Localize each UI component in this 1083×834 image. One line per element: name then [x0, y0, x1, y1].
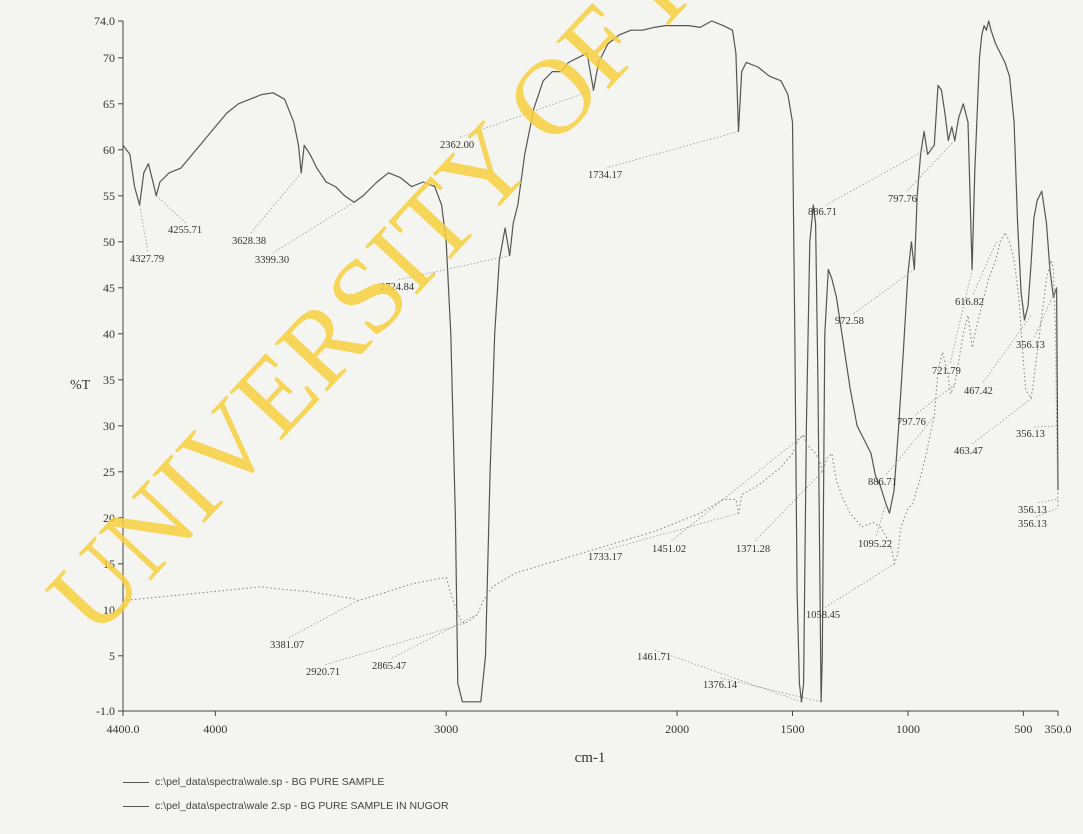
x-tick-label: 3000: [434, 722, 458, 736]
annotation-leader: [825, 144, 935, 206]
y-tick-label: 25: [103, 465, 115, 479]
annotation-leader: [323, 623, 465, 666]
annotation-leader: [914, 384, 955, 416]
peak-label: 2865.47: [372, 661, 406, 672]
annotation-leader: [287, 600, 359, 639]
y-tick-label: 30: [103, 419, 115, 433]
peak-label: 356.13: [1016, 429, 1045, 440]
legend-label-2: c:\pel_data\spectra\wale 2.sp - BG PURE …: [155, 800, 449, 812]
peak-label: 3399.30: [255, 255, 289, 266]
annotation-leader: [397, 255, 510, 281]
peak-label: 2724.84: [380, 282, 415, 293]
peak-label: 4327.79: [130, 254, 164, 265]
series-line-2: [122, 232, 1059, 625]
y-tick-label: 74.0: [94, 14, 115, 28]
peak-label: 1376.14: [703, 680, 738, 691]
watermark: UNIVERSITY OF IB: [26, 0, 757, 656]
legend-label-1: c:\pel_data\spectra\wale.sp - BG PURE SA…: [155, 776, 385, 788]
annotation-leader: [972, 241, 997, 296]
peak-label: 3381.07: [270, 640, 304, 651]
peak-label: 1371.28: [736, 544, 770, 555]
peak-label: 2362.00: [440, 140, 474, 151]
y-tick-label: 45: [103, 281, 115, 295]
peak-label: 3628.38: [232, 236, 266, 247]
annotation-leader: [605, 131, 739, 169]
series-line-1: [122, 20, 1059, 703]
y-tick-label: 50: [103, 235, 115, 249]
x-tick-label: 4400.0: [107, 722, 140, 736]
peak-label: 1733.17: [588, 552, 622, 563]
y-tick-label: 35: [103, 373, 115, 387]
x-tick-label: 2000: [665, 722, 689, 736]
annotation-leader: [1033, 287, 1057, 339]
annotation-leader: [654, 649, 802, 703]
annotation-leader: [156, 195, 187, 224]
x-tick-label: 1500: [781, 722, 805, 736]
annotation-leader: [875, 503, 887, 538]
y-tick-label: 15: [103, 557, 115, 571]
annotation-leader: [949, 269, 973, 365]
x-tick-label: 350.0: [1045, 722, 1072, 736]
legend-swatch-2: [123, 805, 149, 807]
annotation-leader: [1035, 499, 1057, 504]
series-layer: [122, 20, 1059, 703]
axes: 74.0 70 65 60 55 50 45 40 35 30 25 20 15 10 5 -1.0 4400.…: [94, 14, 1072, 736]
annotation-leader: [823, 563, 895, 609]
peak-label: 4255.71: [168, 225, 202, 236]
peak-label: 2920.71: [306, 667, 340, 678]
legend-swatch-1: [123, 781, 149, 783]
y-tick-label: 60: [103, 143, 115, 157]
annotation-leader: [249, 172, 302, 235]
y-tick-label: 55: [103, 189, 115, 203]
x-tick-label: 1000: [896, 722, 920, 736]
y-tick-label: 5: [109, 649, 115, 663]
peak-label: 356.13: [1016, 340, 1045, 351]
annotation-leader: [669, 434, 805, 543]
annotation-leader: [852, 269, 915, 315]
peak-label: 467.42: [964, 386, 993, 397]
y-tick-label: 20: [103, 511, 115, 525]
legend-item-1: c:\pel_data\spectra\wale.sp - BG PURE SA…: [123, 776, 384, 788]
annotation-layer: 4327.79 4255.71 3628.38 3399.30 2724.84 2362.…: [130, 89, 1057, 703]
peak-label: 1461.71: [637, 652, 671, 663]
y-tick-label: 10: [103, 603, 115, 617]
peak-label: 721.79: [932, 366, 961, 377]
y-axis-label: %T: [70, 378, 91, 393]
peak-label: 463.47: [954, 446, 983, 457]
x-axis-label: cm-1: [575, 750, 606, 766]
peak-label: 797.76: [897, 417, 926, 428]
peak-label: 886.71: [868, 477, 897, 488]
y-tick-label: -1.0: [96, 704, 115, 718]
peak-label: 797.76: [888, 194, 917, 205]
legend-item-2: c:\pel_data\spectra\wale 2.sp - BG PURE …: [123, 800, 449, 812]
peak-label: 616.82: [955, 297, 984, 308]
peak-label: 1095.22: [858, 539, 892, 550]
peak-label: 886.71: [808, 207, 837, 218]
peak-label: 1734.17: [588, 170, 622, 181]
annotation-leader: [457, 89, 594, 139]
annotation-leader: [139, 204, 149, 253]
annotation-leader: [753, 471, 823, 543]
annotation-leader: [1035, 508, 1057, 518]
x-tick-label: 4000: [203, 722, 227, 736]
peak-label: 356.13: [1018, 505, 1047, 516]
y-tick-label: 70: [103, 51, 115, 65]
annotation-leader: [1033, 425, 1057, 428]
watermark-text: UNIVERSITY OF IB: [26, 0, 757, 656]
annotation-leader: [981, 315, 1032, 385]
y-tick-label: 65: [103, 97, 115, 111]
peak-label: 972.58: [835, 316, 864, 327]
peak-label: 356.13: [1018, 519, 1047, 530]
annotation-leader: [905, 140, 955, 193]
peak-label: 1451.02: [652, 544, 686, 555]
peak-label: 1058.45: [806, 610, 840, 621]
annotation-leader: [389, 614, 478, 660]
x-tick-label: 500: [1014, 722, 1032, 736]
y-tick-label: 40: [103, 327, 115, 341]
annotation-leader: [885, 416, 935, 476]
